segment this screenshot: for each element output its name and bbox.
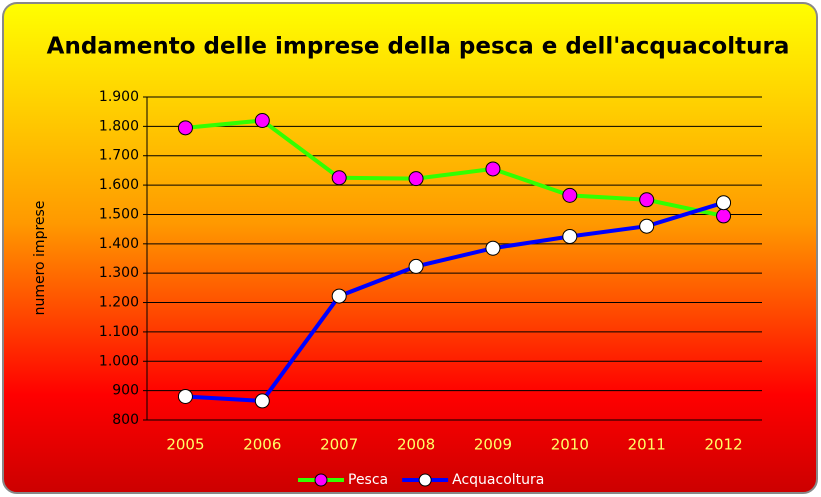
y-tick-label: 900	[112, 383, 139, 399]
data-point	[639, 192, 655, 208]
series-line	[185, 200, 725, 403]
x-tick-label: 2011	[628, 436, 666, 454]
data-point	[485, 240, 501, 256]
data-point	[716, 208, 732, 224]
y-tick-label: 1.400	[99, 236, 139, 252]
data-point	[639, 218, 655, 234]
legend-marker	[314, 473, 328, 487]
data-point	[331, 288, 347, 304]
x-tick-label: 2005	[166, 436, 204, 454]
y-tick-label: 1.700	[99, 148, 139, 164]
y-tick-label: 1.800	[99, 118, 139, 134]
data-point	[716, 195, 732, 211]
data-point	[177, 389, 193, 405]
data-point	[177, 120, 193, 136]
x-tick-label: 2012	[704, 436, 742, 454]
data-point	[485, 161, 501, 177]
data-point	[408, 258, 424, 274]
y-tick-label: 1.900	[99, 89, 139, 105]
data-point	[562, 187, 578, 203]
series-line	[185, 118, 724, 218]
data-point	[254, 393, 270, 409]
y-axis-label: numero imprese	[32, 201, 48, 316]
x-tick-label: 2008	[397, 436, 435, 454]
y-tick-label: 1.000	[99, 353, 139, 369]
y-tick-label: 800	[112, 412, 139, 428]
data-point	[408, 171, 424, 187]
legend-label: Pesca	[348, 472, 388, 488]
data-point	[254, 112, 270, 128]
x-tick-label: 2010	[551, 436, 589, 454]
x-tick-label: 2007	[320, 436, 358, 454]
x-tick-label: 2006	[243, 436, 281, 454]
data-point	[331, 170, 347, 186]
legend-label: Acquacoltura	[452, 472, 544, 488]
y-tick-label: 1.300	[99, 265, 139, 281]
y-tick-label: 1.500	[99, 206, 139, 222]
y-tick-label: 1.600	[99, 177, 139, 193]
x-tick-label: 2009	[474, 436, 512, 454]
chart-title: Andamento delle imprese della pesca e de…	[47, 34, 790, 60]
y-tick-label: 1.200	[99, 295, 139, 311]
legend-marker	[418, 473, 432, 487]
data-point	[562, 228, 578, 244]
y-tick-label: 1.100	[99, 324, 139, 340]
